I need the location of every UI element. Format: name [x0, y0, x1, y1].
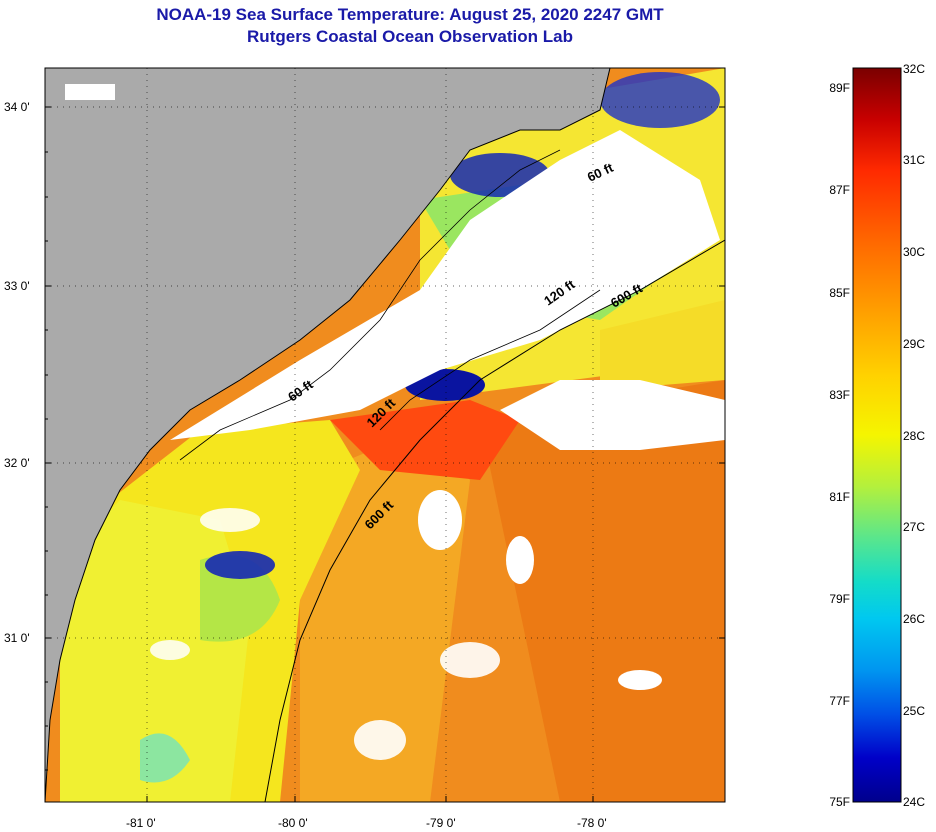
cb-f-89: 89F	[829, 81, 850, 95]
cb-c-26: 26C	[903, 612, 926, 626]
lon-tick-79: -79 0'	[426, 816, 456, 830]
contour-600ft	[264, 239, 725, 802]
map-frame	[44, 67, 726, 803]
cb-c-27: 27C	[903, 520, 926, 534]
lat-tick-33: 33 0'	[4, 279, 30, 293]
red-shelf-break	[330, 400, 520, 480]
colorbar	[852, 67, 902, 803]
cb-c-28: 28C	[903, 429, 926, 443]
lat-tick-31: 31 0'	[4, 631, 30, 645]
cb-f-85: 85F	[829, 286, 850, 300]
cb-c-24: 24C	[903, 795, 926, 809]
land	[45, 68, 610, 802]
green-patch-south	[200, 555, 280, 642]
cb-f-87: 87F	[829, 183, 850, 197]
contour-120ft	[379, 289, 601, 431]
lat-tick-32: 32 0'	[4, 456, 30, 470]
map-title: NOAA-19 Sea Surface Temperature: August …	[156, 5, 664, 24]
cb-c-25: 25C	[903, 704, 926, 718]
inner-shelf-cloud	[170, 130, 720, 440]
lon-tick-78: -78 0'	[577, 816, 607, 830]
lat-tick-34: 34 0'	[4, 100, 30, 114]
cb-c-30: 30C	[903, 245, 926, 259]
cb-f-77: 77F	[829, 694, 850, 708]
lon-tick-80: -80 0'	[278, 816, 308, 830]
coastline	[45, 68, 611, 802]
cb-c-29: 29C	[903, 337, 926, 351]
cb-f-81: 81F	[829, 490, 850, 504]
lon-tick-81: -81 0'	[126, 816, 156, 830]
cb-f-79: 79F	[829, 592, 850, 606]
cb-c-31: 31C	[903, 153, 926, 167]
map-subtitle: Rutgers Coastal Ocean Observation Lab	[247, 27, 573, 46]
cb-c-32: 32C	[903, 62, 926, 76]
cb-f-75: 75F	[829, 795, 850, 809]
cb-f-83: 83F	[829, 388, 850, 402]
contour-60ft	[179, 149, 561, 461]
warm-offshore	[480, 380, 725, 802]
